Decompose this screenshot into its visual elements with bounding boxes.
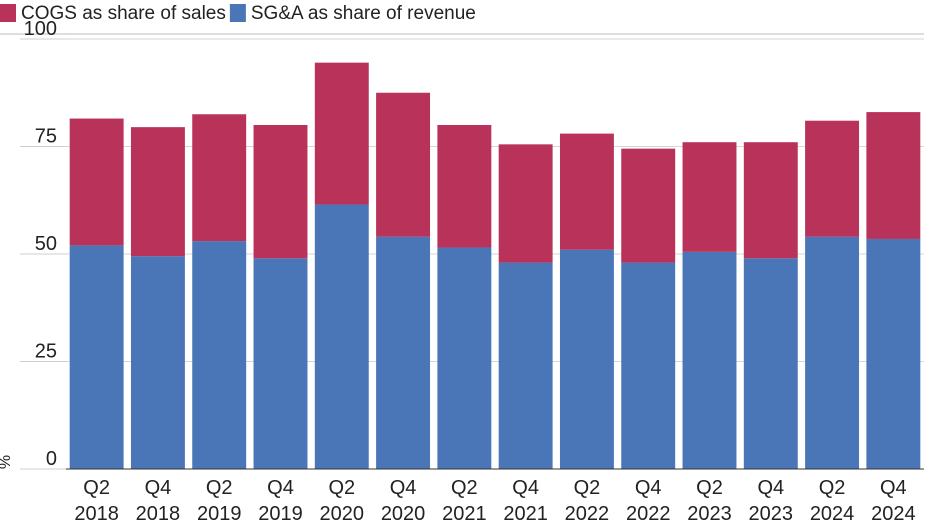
bar-sga-11	[743, 258, 798, 469]
bar-cogs-12	[805, 120, 860, 237]
x-tick-label: 2020	[381, 503, 426, 525]
x-tick-label: Q4	[512, 477, 539, 499]
y-tick-label: 75	[35, 126, 57, 148]
bar-sga-7	[498, 262, 553, 469]
x-tick-label: Q2	[574, 477, 601, 499]
legend-label-0: COGS as share of sales	[21, 3, 226, 24]
x-tick-label: Q2	[451, 477, 478, 499]
x-tick-label: Q4	[267, 477, 294, 499]
x-tick-label: Q2	[819, 477, 846, 499]
x-tick-label: 2022	[626, 503, 671, 525]
x-tick-label: Q2	[696, 477, 723, 499]
bar-sga-4	[314, 204, 369, 470]
x-tick-label: Q2	[206, 477, 233, 499]
x-tick-label: 2019	[197, 503, 242, 525]
x-tick-label: 2020	[320, 503, 365, 525]
x-tick-label: 2018	[136, 503, 181, 525]
bar-sga-8	[559, 249, 614, 469]
x-tick-label: Q2	[83, 477, 110, 499]
y-tick-label: 25	[35, 341, 57, 363]
x-tick-label: Q4	[390, 477, 417, 499]
x-tick-label: 2024	[810, 503, 855, 525]
x-tick-label: 2021	[503, 503, 548, 525]
y-tick-label: 100	[24, 18, 57, 40]
x-tick-label: 2023	[749, 503, 794, 525]
x-tick-label: Q4	[757, 477, 784, 499]
bar-cogs-8	[559, 133, 614, 250]
bar-cogs-10	[682, 142, 737, 252]
bar-sga-10	[682, 251, 737, 469]
bar-sga-12	[805, 236, 860, 469]
bar-cogs-6	[437, 125, 492, 248]
bar-sga-0	[69, 245, 124, 469]
bar-cogs-11	[743, 142, 798, 259]
legend-label-1: SG&A as share of revenue	[251, 3, 476, 24]
x-tick-label: 2023	[687, 503, 732, 525]
bar-sga-3	[253, 258, 308, 469]
bar-cogs-2	[192, 114, 247, 242]
x-tick-label: Q2	[328, 477, 355, 499]
bar-cogs-13	[866, 112, 921, 239]
y-axis-label: %	[0, 455, 14, 469]
legend-swatch-1	[229, 4, 246, 22]
bar-sga-5	[376, 236, 431, 469]
bar-cogs-5	[376, 92, 431, 237]
bar-sga-2	[192, 241, 247, 469]
bar-cogs-1	[130, 127, 185, 257]
bar-cogs-7	[498, 144, 553, 263]
x-tick-label: 2024	[871, 503, 916, 525]
bar-cogs-9	[621, 148, 676, 263]
y-tick-label: 0	[46, 448, 57, 470]
x-tick-label: Q4	[145, 477, 172, 499]
bar-cogs-4	[314, 62, 369, 205]
x-tick-label: 2019	[258, 503, 303, 525]
x-tick-label: 2022	[565, 503, 610, 525]
legend-swatch-0	[0, 4, 16, 22]
bar-cogs-3	[253, 125, 308, 259]
x-tick-label: Q4	[635, 477, 662, 499]
x-tick-label: Q4	[880, 477, 907, 499]
y-tick-label: 50	[35, 233, 57, 255]
bar-sga-9	[621, 262, 676, 469]
bar-cogs-0	[69, 118, 124, 246]
bar-sga-6	[437, 247, 492, 469]
x-tick-label: 2018	[74, 503, 119, 525]
x-tick-label: 2021	[442, 503, 487, 525]
bar-sga-1	[130, 256, 185, 469]
bar-sga-13	[866, 238, 921, 469]
